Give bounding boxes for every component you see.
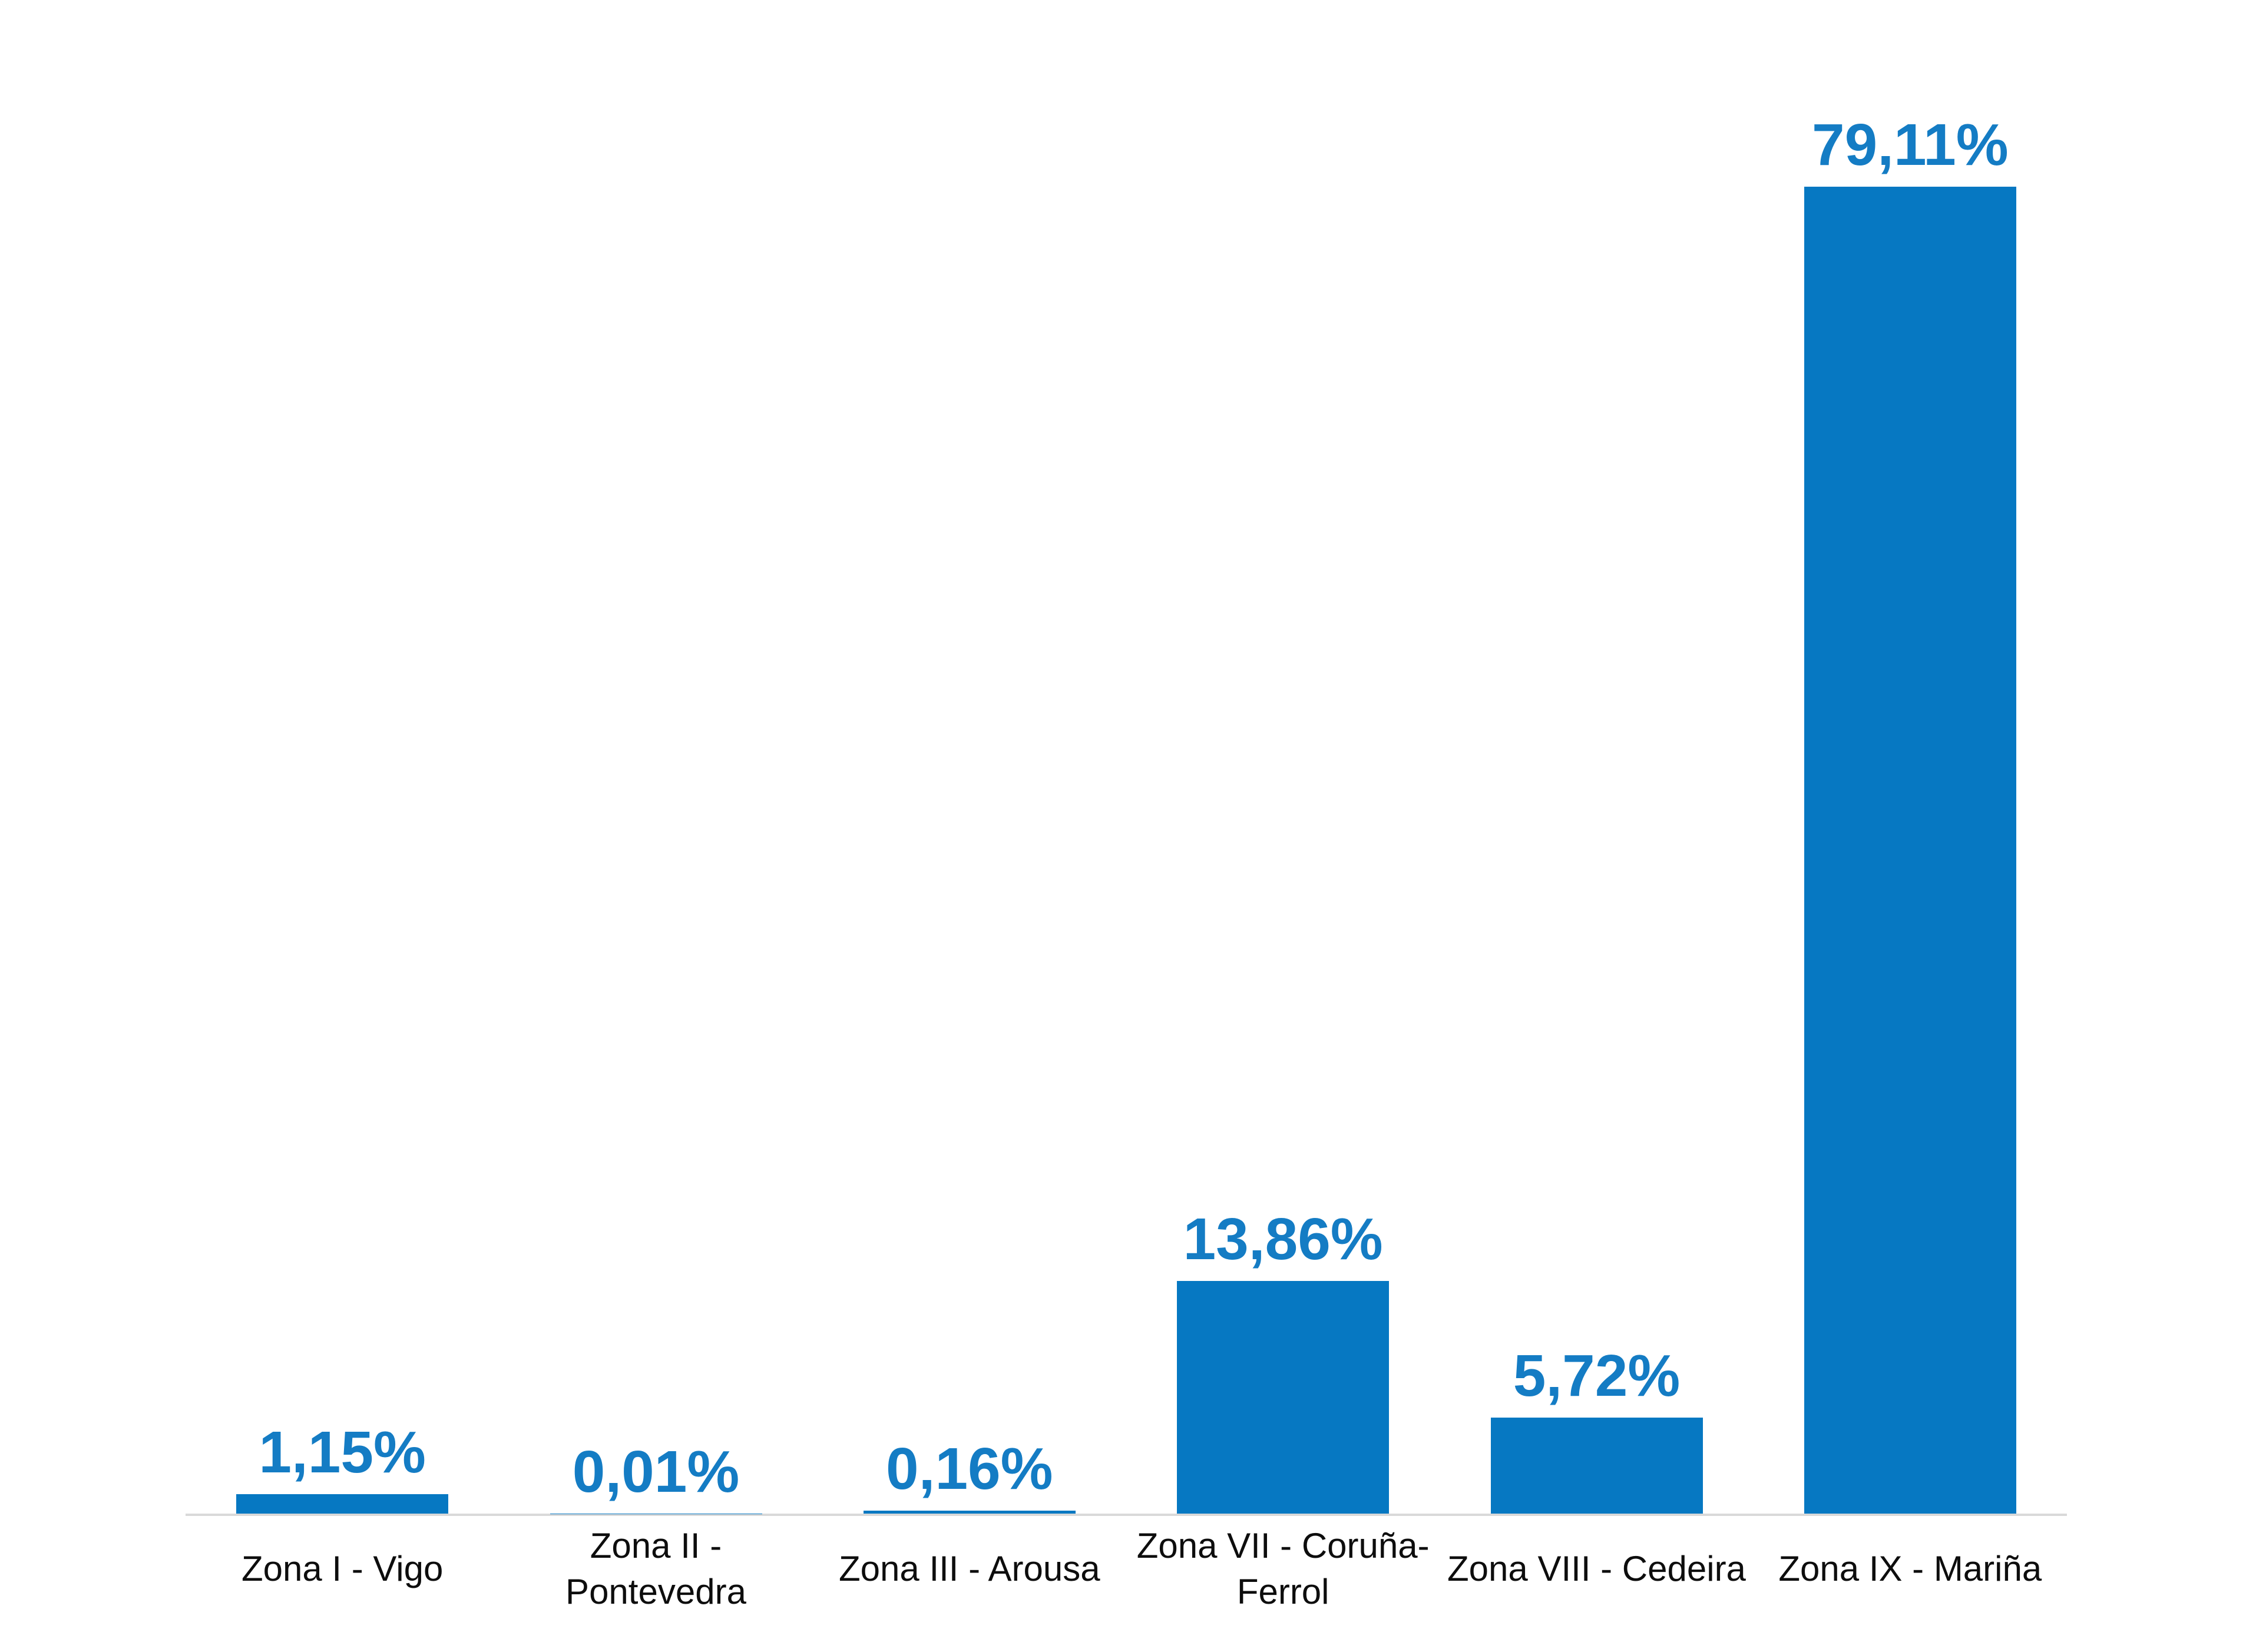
category-label-line: Zona VII - Coruña- bbox=[1136, 1526, 1430, 1565]
value-label: 13,86% bbox=[1183, 1206, 1383, 1273]
category-label: Zona VIII - Cedeira bbox=[1440, 1523, 1753, 1615]
category-label-line: Zona II - bbox=[590, 1526, 722, 1565]
value-label: 5,72% bbox=[1513, 1343, 1681, 1409]
bar bbox=[863, 1511, 1076, 1514]
category-label-line: Zona VIII - Cedeira bbox=[1447, 1549, 1746, 1588]
category-label-line: Zona IX - Mariña bbox=[1778, 1549, 2042, 1588]
category-label: Zona IX - Mariña bbox=[1754, 1523, 2067, 1615]
bar bbox=[1490, 1418, 1703, 1514]
category-label-line: Zona I - Vigo bbox=[241, 1549, 444, 1588]
category-label-line: Ferrol bbox=[1236, 1572, 1329, 1611]
category-label-line: Zona III - Arousa bbox=[839, 1549, 1100, 1588]
value-label: 0,16% bbox=[886, 1436, 1053, 1502]
bar bbox=[1804, 187, 2016, 1514]
x-axis-line bbox=[186, 1514, 2067, 1516]
category-label-line: Pontevedra bbox=[565, 1572, 746, 1611]
bar bbox=[236, 1494, 449, 1514]
category-label: Zona II - Pontevedra bbox=[499, 1523, 812, 1615]
category-label: Zona I - Vigo bbox=[186, 1523, 499, 1615]
category-label: Zona III - Arousa bbox=[813, 1523, 1126, 1615]
bar bbox=[1177, 1281, 1390, 1514]
value-label: 79,11% bbox=[1812, 112, 2009, 178]
value-label: 1,15% bbox=[259, 1419, 426, 1486]
category-label: Zona VII - Coruña- Ferrol bbox=[1126, 1523, 1440, 1615]
value-label: 0,01% bbox=[572, 1438, 740, 1505]
